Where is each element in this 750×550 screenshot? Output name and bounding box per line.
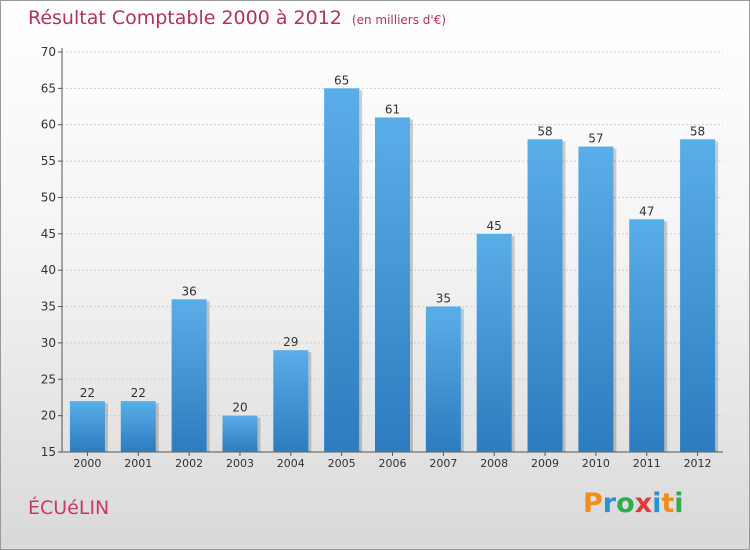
- y-tick-label: 45: [41, 227, 56, 241]
- bar: [324, 88, 360, 452]
- data-label: 47: [639, 204, 654, 218]
- data-label: 35: [436, 292, 451, 306]
- x-tick-label: 2004: [277, 457, 305, 470]
- x-tick-label: 2000: [73, 457, 101, 470]
- data-label: 20: [232, 401, 247, 415]
- y-tick-label: 15: [41, 445, 56, 459]
- logo-letter: i: [652, 488, 662, 519]
- bar: [629, 219, 665, 452]
- y-tick-label: 55: [41, 154, 56, 168]
- y-tick-label: 40: [41, 263, 56, 277]
- place-name: ÉCUéLIN: [28, 497, 110, 519]
- y-tick-label: 25: [41, 372, 56, 386]
- data-label: 22: [80, 386, 95, 400]
- bar: [680, 139, 716, 453]
- bar: [222, 415, 258, 452]
- logo-letter: i: [674, 488, 684, 519]
- y-tick-label: 30: [41, 336, 56, 350]
- bar: [171, 299, 207, 452]
- y-tick-label: 35: [41, 300, 56, 314]
- logo-letter: o: [616, 488, 635, 519]
- data-label: 57: [588, 132, 603, 146]
- data-label: 61: [385, 102, 400, 116]
- logo-letter: t: [661, 488, 675, 519]
- proxiti-logo: Proxiti: [583, 488, 684, 519]
- chart-title: Résultat Comptable 2000 à 2012: [28, 7, 342, 29]
- y-tick-label: 70: [41, 45, 56, 59]
- data-label: 22: [131, 386, 146, 400]
- x-tick-label: 2003: [226, 457, 254, 470]
- x-tick-label: 2008: [480, 457, 508, 470]
- data-label: 58: [690, 124, 705, 138]
- bar: [425, 306, 461, 452]
- y-tick-label: 60: [41, 118, 56, 132]
- x-tick-label: 2006: [379, 457, 407, 470]
- x-tick-label: 2012: [684, 457, 712, 470]
- x-tick-label: 2005: [328, 457, 356, 470]
- unit-label: (en milliers d'€): [351, 13, 447, 27]
- x-tick-label: 2010: [582, 457, 610, 470]
- bar: [69, 401, 105, 452]
- data-label: 58: [537, 124, 552, 138]
- data-label: 65: [334, 73, 349, 87]
- logo-letter: r: [602, 488, 617, 519]
- x-tick-label: 2002: [175, 457, 203, 470]
- data-label: 45: [487, 219, 502, 233]
- bar: [527, 139, 563, 453]
- title-row: Résultat Comptable 2000 à 2012 (en millie…: [28, 7, 446, 29]
- y-tick-label: 65: [41, 81, 56, 95]
- logo-letter: P: [583, 488, 603, 519]
- y-tick-label: 50: [41, 190, 56, 204]
- y-tick-label: 20: [41, 409, 56, 423]
- bar: [120, 401, 156, 452]
- x-tick-label: 2001: [124, 457, 152, 470]
- data-label: 29: [283, 335, 298, 349]
- bar: [273, 350, 309, 452]
- bar: [578, 146, 614, 452]
- x-tick-label: 2007: [429, 457, 457, 470]
- x-tick-label: 2011: [633, 457, 661, 470]
- x-tick-label: 2009: [531, 457, 559, 470]
- data-label: 36: [181, 284, 196, 298]
- bar: [375, 117, 410, 453]
- bar: [476, 233, 512, 452]
- logo-letter: x: [634, 488, 653, 519]
